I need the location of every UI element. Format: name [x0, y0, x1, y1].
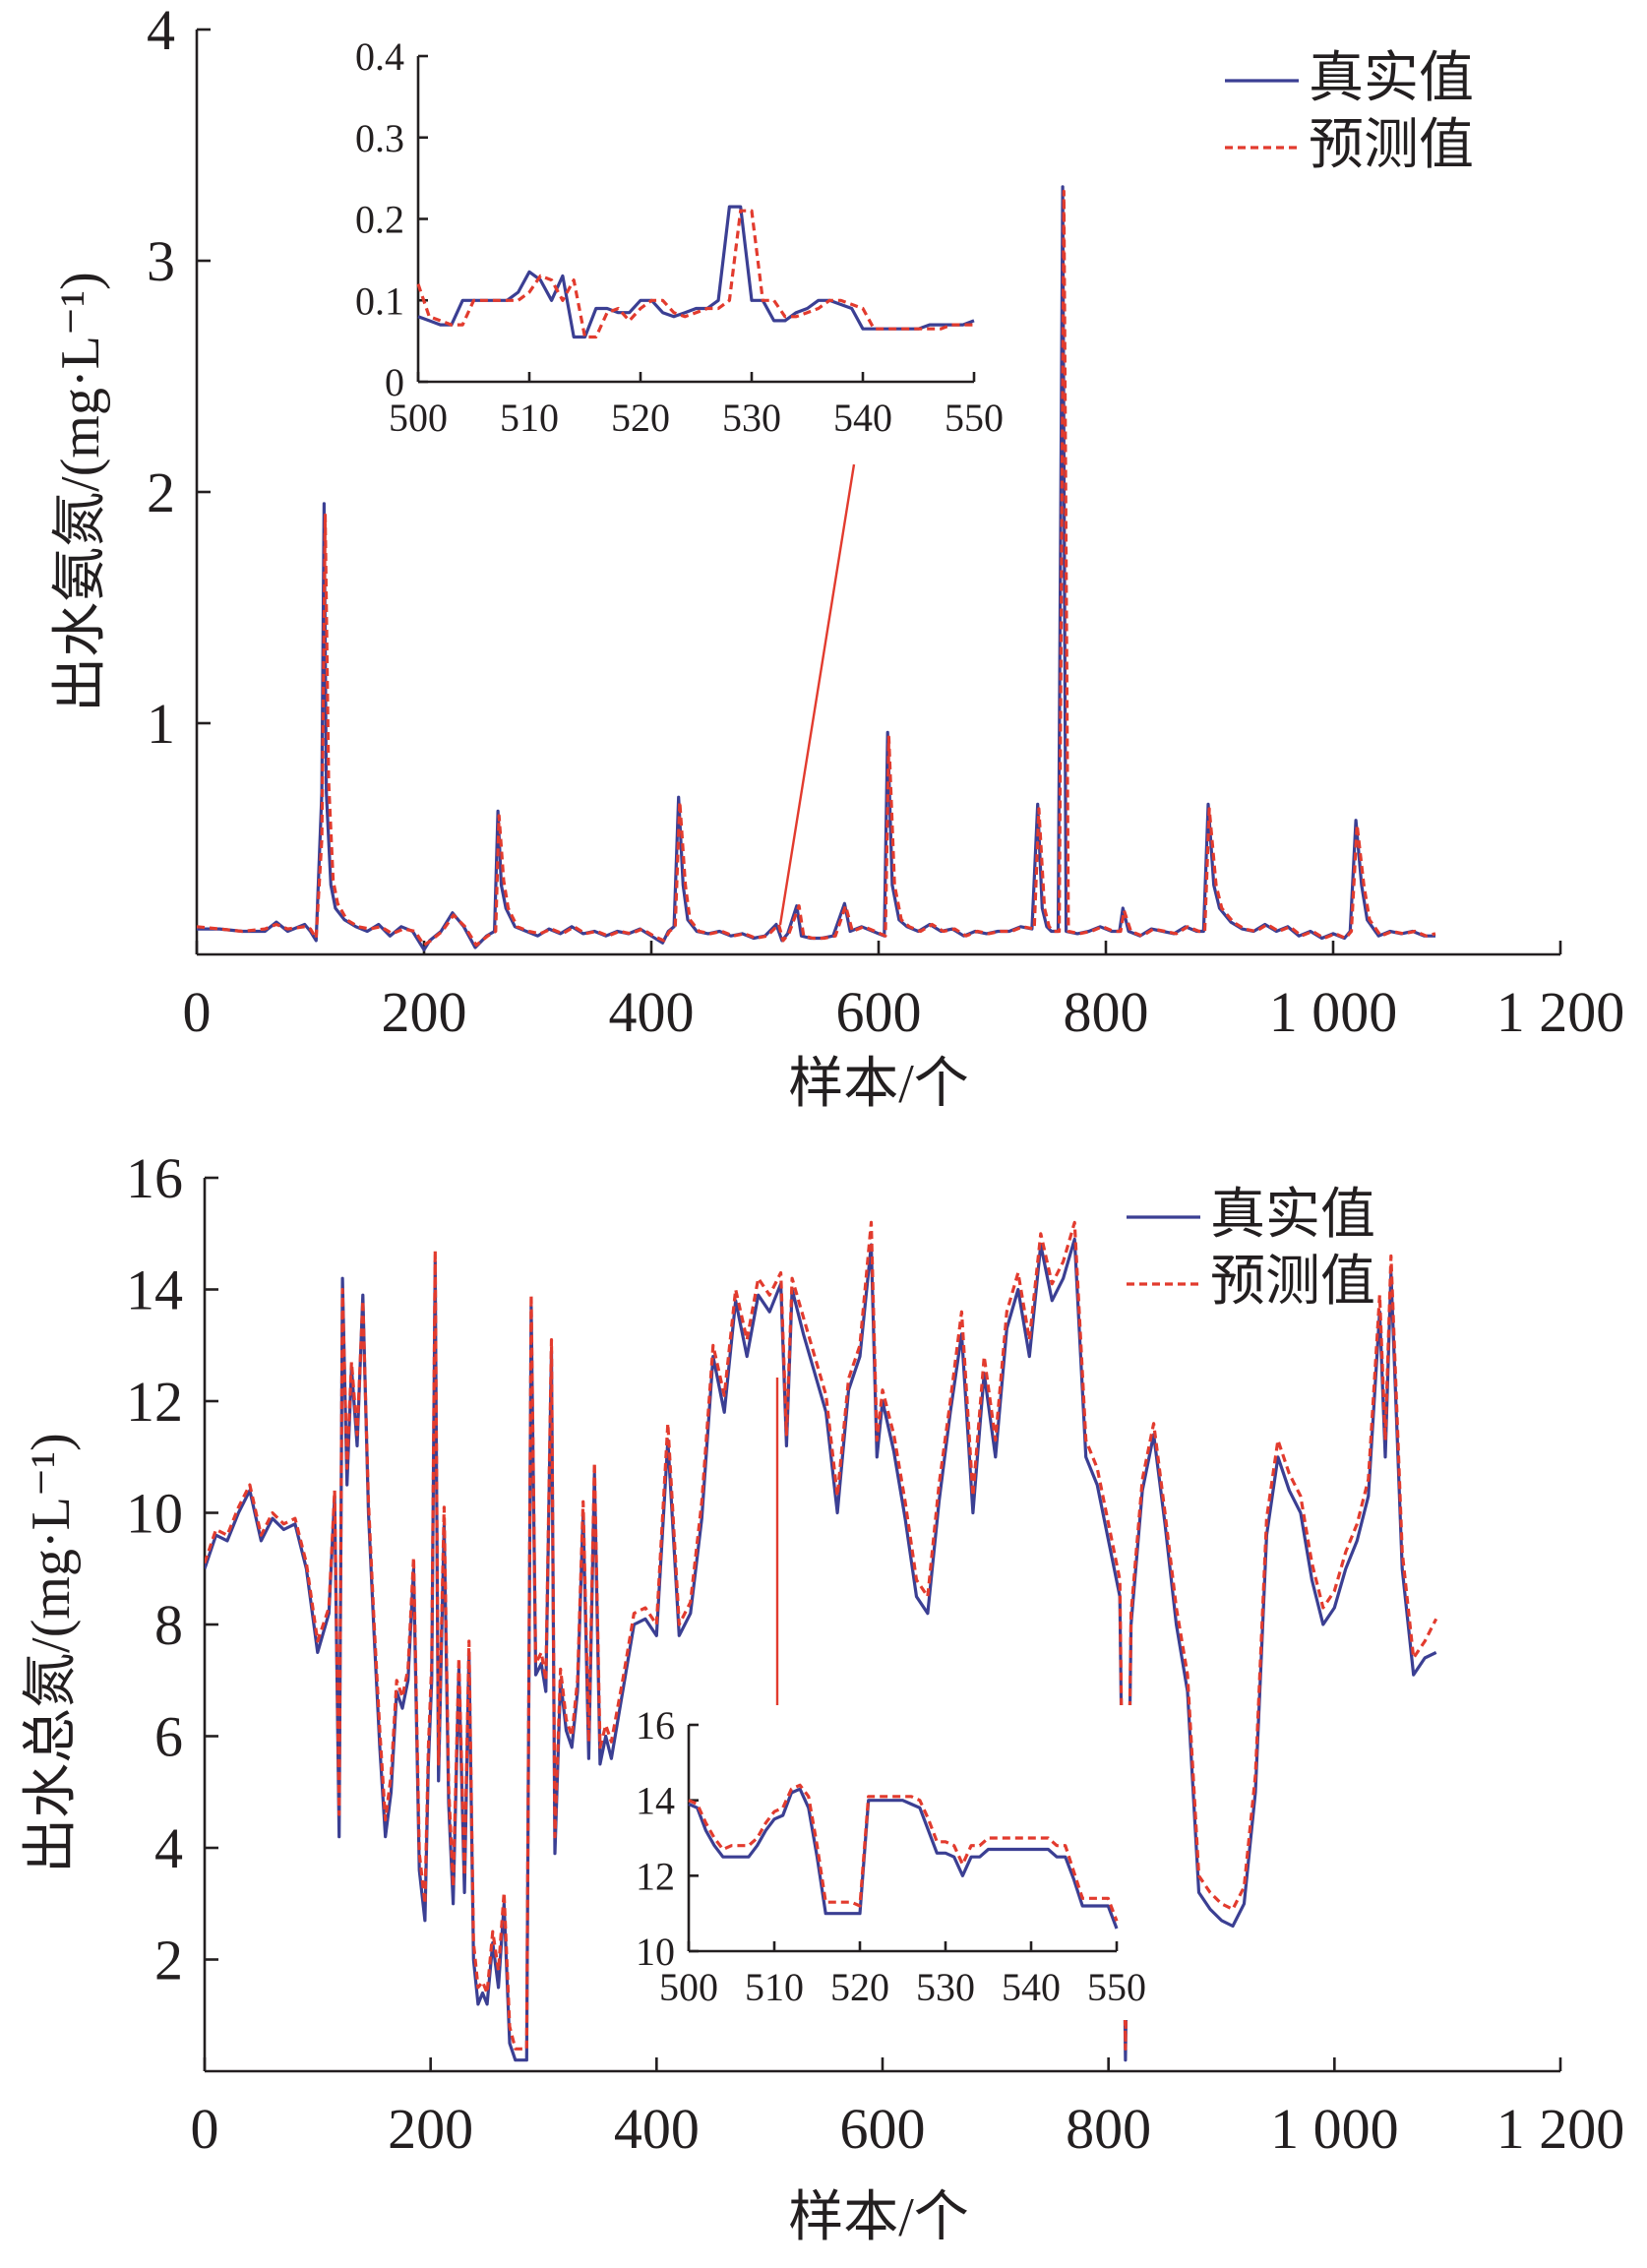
- inset-x-tick-label: 510: [745, 1965, 804, 2009]
- legend-label: 预测值: [1210, 1252, 1375, 1313]
- inset-x-tick-label: 520: [830, 1965, 889, 2009]
- x-axis-title: 样本/个: [788, 2187, 969, 2248]
- x-axis-title: 样本/个: [788, 1054, 969, 1115]
- legend-label: 真实值: [1309, 48, 1474, 109]
- y-tick-label: 10: [126, 1482, 183, 1546]
- x-tick-label: 0: [183, 980, 212, 1044]
- y-tick-label: 4: [147, 0, 175, 62]
- y-axis-title: 出水总氮/(mg·L⁻¹): [21, 1433, 82, 1873]
- inset-x-tick-label: 540: [1002, 1965, 1061, 2009]
- inset-y-tick-label: 0.3: [355, 116, 404, 160]
- series-line-predicted: [205, 1220, 1438, 2051]
- x-tick-label: 600: [840, 2097, 926, 2161]
- inset-y-tick-label: 10: [636, 1930, 675, 1974]
- inset-x-tick-label: 550: [1087, 1965, 1146, 2009]
- inset-series-line-predicted: [688, 1783, 1119, 1922]
- y-tick-label: 12: [126, 1370, 183, 1434]
- x-tick-label: 1 000: [1270, 2097, 1399, 2161]
- inset-x-tick-label: 510: [500, 396, 559, 440]
- y-tick-label: 16: [126, 1146, 183, 1210]
- x-tick-label: 200: [382, 980, 467, 1044]
- x-tick-label: 1 200: [1496, 980, 1625, 1044]
- y-tick-label: 1: [147, 692, 175, 756]
- inset-x-tick-label: 500: [389, 396, 448, 440]
- y-tick-label: 8: [154, 1593, 183, 1657]
- inset-series-line-predicted: [416, 209, 974, 339]
- y-tick-label: 3: [147, 229, 175, 293]
- inset-y-tick-label: 0: [385, 360, 404, 404]
- chart-2: 0 200 400 600 800 1 000 1 200 2 4 6 8 10 12 14 16 样本/个 出…: [21, 1146, 1624, 2248]
- inset-y-tick-label: 0.1: [355, 278, 404, 323]
- x-tick-label: 800: [1064, 980, 1149, 1044]
- inset-chart: 500 510 520 530 540 550 10 12 14 16: [630, 1703, 1146, 2020]
- y-tick-label: 14: [126, 1258, 183, 1322]
- inset-y-tick-label: 0.4: [355, 34, 404, 79]
- inset-chart: 500 510 520 530 540 550 0 0.1 0.2 0.3 0.4: [355, 34, 1004, 451]
- legend-label: 真实值: [1210, 1185, 1375, 1246]
- x-tick-label: 1 000: [1269, 980, 1398, 1044]
- y-tick-label: 4: [154, 1816, 183, 1880]
- inset-x-tick-label: 520: [611, 396, 670, 440]
- x-tick-label: 0: [191, 2097, 219, 2161]
- x-tick-label: 800: [1066, 2097, 1151, 2161]
- inset-series-line-true: [688, 1787, 1119, 1930]
- legend-label: 预测值: [1309, 115, 1474, 176]
- inset-y-tick-label: 16: [636, 1703, 675, 1747]
- inset-background: [630, 1705, 1146, 2020]
- x-tick-label: 400: [609, 980, 695, 1044]
- chart-1: 0 200 400 600 800 1 000 1 200 1 2 3 4 样本/个 出水氨氮/(mg·…: [50, 0, 1624, 1115]
- x-tick-label: 400: [614, 2097, 700, 2161]
- zoom-connector-line: [778, 463, 856, 926]
- x-tick-label: 200: [388, 2097, 473, 2161]
- inset-x-tick-label: 550: [945, 396, 1004, 440]
- inset-y-tick-label: 12: [636, 1854, 675, 1898]
- inset-x-tick-label: 540: [833, 396, 892, 440]
- y-axis-title: 出水氨氮/(mg·L⁻¹): [50, 272, 111, 712]
- inset-background: [359, 36, 1004, 451]
- y-tick-label: 2: [154, 1929, 183, 1992]
- inset-y-tick-label: 14: [636, 1779, 675, 1823]
- y-tick-label: 2: [147, 460, 175, 524]
- y-tick-label: 6: [154, 1705, 183, 1769]
- inset-y-tick-label: 0.2: [355, 198, 404, 242]
- inset-x-tick-label: 530: [722, 396, 781, 440]
- series-line-predicted: [197, 189, 1436, 948]
- x-tick-label: 1 200: [1496, 2097, 1625, 2161]
- x-tick-label: 600: [836, 980, 922, 1044]
- inset-x-tick-label: 530: [916, 1965, 975, 2009]
- inset-x-tick-label: 500: [659, 1965, 718, 2009]
